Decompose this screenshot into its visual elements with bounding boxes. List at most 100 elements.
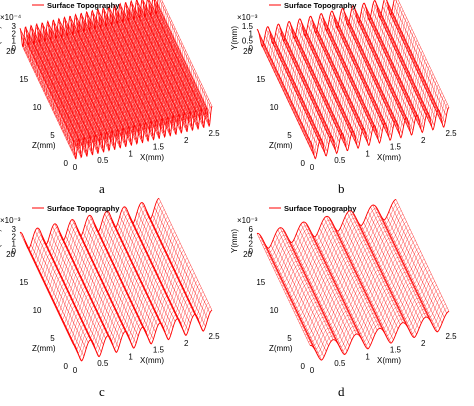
surface-profile xyxy=(51,61,191,115)
surface-profile xyxy=(64,87,204,141)
surface-profile xyxy=(271,229,411,279)
surface-profile xyxy=(53,269,193,321)
surface-profile xyxy=(274,32,414,85)
surface-profile xyxy=(42,246,183,298)
x-tick-label: 0.5 xyxy=(334,156,346,165)
surface-profile xyxy=(272,232,412,282)
z-tick-label: 15 xyxy=(19,75,28,84)
surface-profile xyxy=(32,20,172,74)
surface-line xyxy=(139,18,193,131)
surface-profile xyxy=(56,72,197,126)
x-tick-label: 2.5 xyxy=(208,332,220,341)
z-axis-label: Z(mm) xyxy=(32,141,56,150)
surface-profile xyxy=(33,24,174,77)
y-tick-label: 0 xyxy=(249,44,254,53)
legend: Surface Topography xyxy=(32,1,120,10)
surface-profile xyxy=(72,309,213,362)
surface-profile xyxy=(267,17,407,70)
surface-profile xyxy=(301,292,441,342)
surface-profile xyxy=(39,35,179,89)
surface-profile xyxy=(48,257,188,309)
z-tick-label: 10 xyxy=(270,103,279,112)
surface-line xyxy=(150,15,204,129)
y-axis-label: Y(mm) xyxy=(230,26,239,50)
z-tick-label: 5 xyxy=(50,334,55,343)
y-tick-label: 1 xyxy=(12,37,17,46)
surface-line xyxy=(67,36,121,149)
surface-profile xyxy=(269,21,409,74)
surface-profile xyxy=(62,287,202,339)
surface-line xyxy=(105,26,160,140)
surface-profile xyxy=(285,54,425,107)
surface-profile xyxy=(262,6,402,59)
surface-line xyxy=(358,23,412,136)
x-axis-label: X(mm) xyxy=(377,356,401,365)
y-tick-label: 2 xyxy=(12,29,17,38)
surface-profile xyxy=(278,244,418,294)
surface-profile xyxy=(292,69,432,122)
surface-mesh xyxy=(19,0,213,160)
surface-profile xyxy=(302,296,442,346)
legend-label: Surface Topography xyxy=(47,204,120,213)
x-tick-label: 1.5 xyxy=(153,346,165,355)
surface-profile xyxy=(41,38,181,92)
surface-profile xyxy=(265,217,405,268)
x-tick-label: 2 xyxy=(421,136,426,145)
y-tick-label: 1.5 xyxy=(242,22,254,31)
y-exponent-label: ×10⁻³ xyxy=(237,216,258,225)
surface-profile xyxy=(30,16,170,70)
surface-mesh xyxy=(19,197,213,362)
surface-profile xyxy=(58,280,198,332)
surface-plot-d: 00.511.522.5051015200246×10⁻³X(mm)Z(mm)Y… xyxy=(230,198,457,375)
surface-line xyxy=(50,40,104,153)
x-tick-label: 0.5 xyxy=(97,156,109,165)
surface-profile xyxy=(41,242,181,294)
surface-profile xyxy=(306,303,446,353)
z-tick-label: 20 xyxy=(243,250,252,259)
y-exponent-label: ×10⁻³ xyxy=(237,13,258,22)
surface-profile xyxy=(263,10,404,62)
surface-profile xyxy=(267,221,407,271)
y-exponent-label: ×10⁻³ xyxy=(0,216,21,225)
surface-line xyxy=(39,43,93,156)
surface-profile xyxy=(25,5,165,59)
surface-profile xyxy=(304,95,444,148)
legend-label: Surface Topography xyxy=(284,1,357,10)
surface-profile xyxy=(281,251,421,301)
surface-profile xyxy=(290,270,430,320)
surface-profile xyxy=(57,276,197,328)
surface-profile xyxy=(286,58,427,111)
y-tick-label: 6 xyxy=(249,225,254,234)
caption-a: a xyxy=(99,181,105,196)
surface-profile xyxy=(262,210,402,260)
surface-profile xyxy=(306,99,446,152)
z-axis-label: Z(mm) xyxy=(269,344,293,353)
z-tick-label: 10 xyxy=(33,306,42,315)
caption-b: b xyxy=(338,181,345,196)
x-tick-label: 0.5 xyxy=(334,359,346,368)
surface-line xyxy=(315,33,370,146)
surface-line xyxy=(94,29,149,142)
surface-line xyxy=(78,33,132,146)
surface-profile xyxy=(28,12,168,66)
surface-profile xyxy=(256,0,395,48)
surface-profile xyxy=(308,307,448,357)
z-tick-label: 5 xyxy=(287,131,292,140)
surface-profile xyxy=(288,62,428,115)
legend: Surface Topography xyxy=(269,1,357,10)
surface-profile xyxy=(21,0,161,51)
surface-profile xyxy=(299,84,439,137)
surface-profile xyxy=(256,198,397,249)
surface-line xyxy=(390,15,444,128)
x-tick-label: 0 xyxy=(73,366,78,375)
surface-profile xyxy=(287,262,427,312)
y-tick-label: 0 xyxy=(249,247,254,256)
surface-profile xyxy=(265,13,405,66)
surface-profile xyxy=(279,247,420,297)
y-axis-label: Y(mm) xyxy=(230,229,239,253)
z-tick-label: 0 xyxy=(301,159,306,168)
surface-profile xyxy=(304,300,444,350)
surface-plot-b: 00.511.522.50510152000.511.5×10⁻³X(mm)Z(… xyxy=(230,0,457,172)
surface-line xyxy=(111,25,165,138)
surface-profile xyxy=(44,46,184,100)
